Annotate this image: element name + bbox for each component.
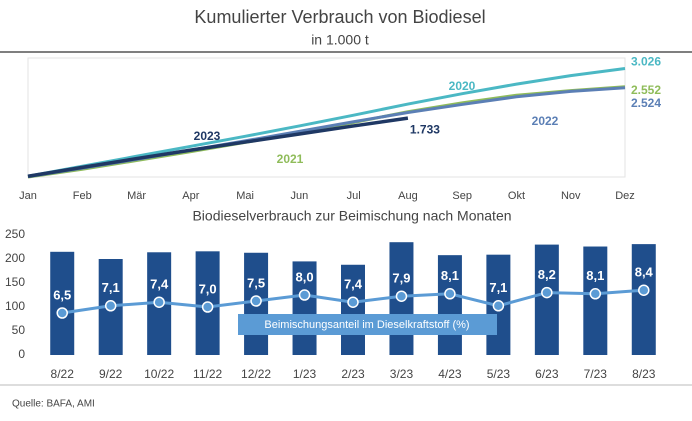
value-label: 1.733 <box>410 122 440 136</box>
bar <box>534 244 559 355</box>
bar <box>292 261 317 355</box>
line-point <box>298 289 311 301</box>
x-tick-label: Aug <box>398 190 418 202</box>
series-label: 2021 <box>277 152 304 166</box>
chart-title: Biodieselverbrauch zur Beimischung nach … <box>192 208 511 224</box>
value-label: 7,0 <box>199 281 217 296</box>
x-tick-label: Mai <box>236 190 254 202</box>
bar <box>50 251 75 355</box>
series-label: 2020 <box>449 79 476 93</box>
x-tick-label: 11/22 <box>193 367 222 381</box>
value-label: 7,5 <box>247 275 265 290</box>
line-point <box>201 301 214 313</box>
chart-title: Kumulierter Verbrauch von Biodiesel <box>194 7 485 27</box>
x-tick-label: 4/23 <box>438 367 462 381</box>
x-tick-label: Jun <box>290 190 308 202</box>
value-label: 7,4 <box>150 277 169 292</box>
value-label: 7,4 <box>344 277 363 292</box>
legend-label: Beimischungsanteil im Dieselkraftstoff (… <box>264 319 469 331</box>
x-tick-label: Nov <box>561 190 581 202</box>
series-label: 2023 <box>194 129 221 143</box>
y-tick-label: 100 <box>5 299 25 313</box>
line-point <box>56 307 68 319</box>
x-tick-label: Feb <box>73 190 92 202</box>
line-point <box>541 286 553 299</box>
x-tick-label: Jan <box>19 190 37 202</box>
line-point <box>492 300 505 312</box>
plot-frame <box>27 57 626 178</box>
line-point <box>589 288 602 300</box>
value-label: 3.026 <box>631 55 661 69</box>
x-tick-label: 9/22 <box>99 367 123 381</box>
value-label: 2.524 <box>631 96 661 110</box>
x-tick-label: 12/22 <box>241 367 271 381</box>
value-label: 6,5 <box>53 287 71 302</box>
value-label: 2.552 <box>631 83 661 97</box>
legend-box <box>238 314 497 335</box>
line-point <box>444 288 456 300</box>
x-tick-label: 3/23 <box>390 367 414 381</box>
x-tick-label: Jul <box>347 190 361 202</box>
value-label: 7,9 <box>392 271 410 286</box>
series-label: 2022 <box>532 114 559 128</box>
x-tick-label: 6/23 <box>535 367 559 381</box>
x-tick-label: Apr <box>182 190 199 202</box>
y-tick-label: 250 <box>5 227 25 241</box>
line <box>27 116 409 178</box>
bar <box>631 244 656 355</box>
source: Quelle: BAFA, AMI <box>12 399 95 410</box>
x-tick-label: 5/23 <box>487 367 511 381</box>
y-tick-label: 150 <box>5 275 25 289</box>
y-tick-label: 0 <box>18 347 25 361</box>
x-tick-label: 7/23 <box>584 367 608 381</box>
x-tick-label: 8/22 <box>51 367 75 381</box>
bar <box>437 255 462 355</box>
value-label: 7,1 <box>489 280 507 295</box>
line-point <box>395 290 408 302</box>
value-label: 8,2 <box>538 267 556 282</box>
x-tick-label: Dez <box>615 190 635 202</box>
line-point <box>250 295 262 307</box>
x-tick-label: 10/22 <box>144 367 174 381</box>
line-point <box>347 296 359 308</box>
x-tick-label: Mär <box>127 190 146 202</box>
value-label: 8,4 <box>635 265 654 280</box>
value-label: 8,1 <box>586 268 604 283</box>
x-tick-label: Sep <box>452 190 472 202</box>
line <box>27 67 626 178</box>
x-tick-label: Okt <box>508 190 525 202</box>
line-point <box>638 284 650 296</box>
value-label: 7,1 <box>102 280 120 295</box>
y-tick-label: 50 <box>12 323 26 337</box>
value-label: 8,0 <box>295 269 313 284</box>
bar <box>583 246 608 355</box>
y-tick-label: 200 <box>5 251 25 265</box>
line-point <box>104 300 117 312</box>
value-label: 8,1 <box>441 268 459 283</box>
bar <box>341 264 365 355</box>
x-tick-label: 8/23 <box>632 367 656 381</box>
line-point <box>153 296 165 308</box>
x-tick-label: 2/23 <box>341 367 365 381</box>
chart-subtitle: in 1.000 t <box>311 32 369 48</box>
x-tick-label: 1/23 <box>293 367 317 381</box>
